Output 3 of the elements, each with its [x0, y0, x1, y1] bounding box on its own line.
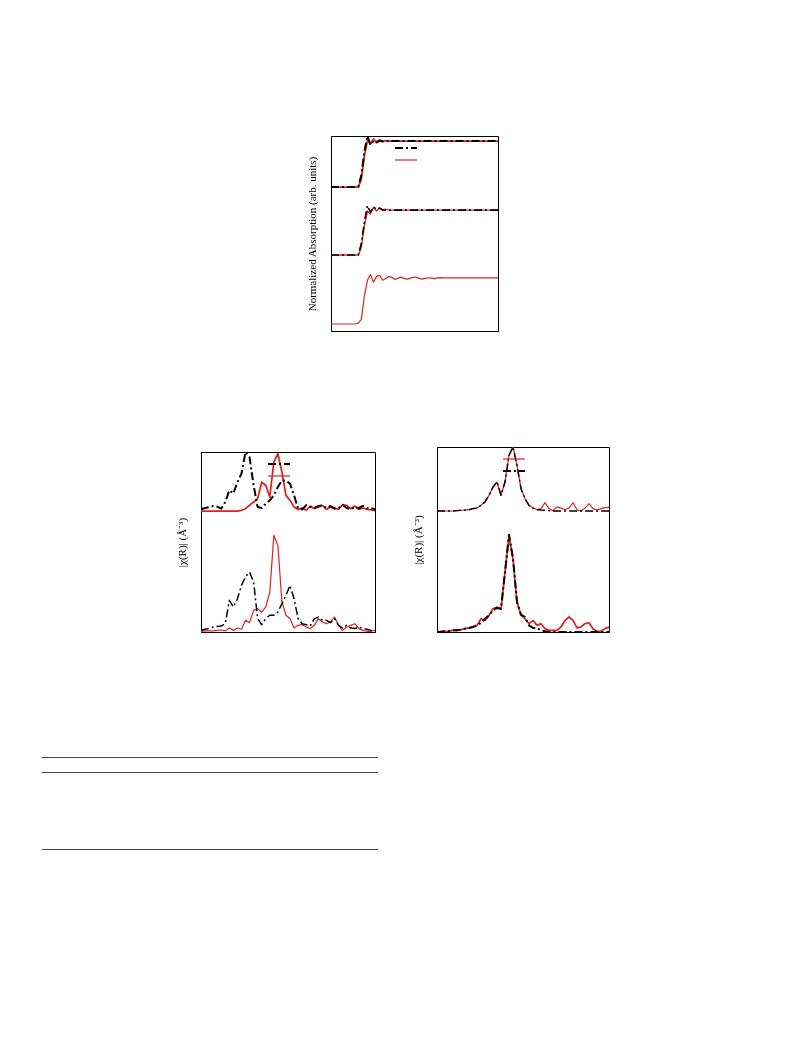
- y-axis-title: |χ(R)| (Å⁻³): [411, 515, 425, 565]
- y-axis-title: |χ(R)| (Å⁻³): [175, 517, 189, 568]
- y-axis-title: Normalized Absorption (arb. units): [305, 156, 319, 312]
